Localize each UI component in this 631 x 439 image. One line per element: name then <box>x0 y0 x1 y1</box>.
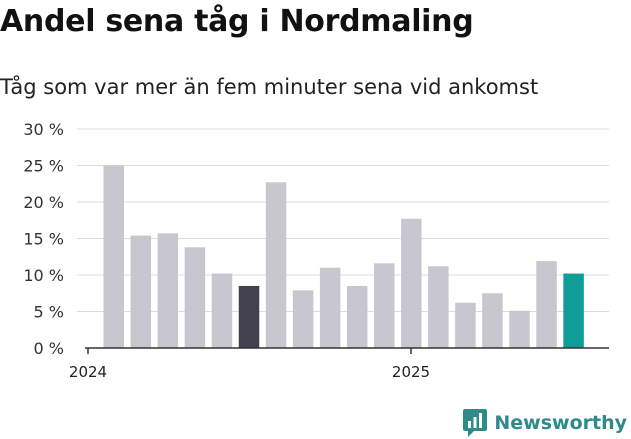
bar <box>482 293 503 348</box>
bar <box>509 310 530 348</box>
x-axis: 2024 2025 <box>69 347 609 381</box>
newsworthy-logo-icon <box>463 409 488 437</box>
bar <box>401 218 422 348</box>
gridlines <box>77 128 609 312</box>
bar <box>211 273 233 348</box>
y-tick-label: 30 % <box>23 120 64 139</box>
y-tick-label: 0 % <box>34 339 64 358</box>
bar <box>238 285 260 348</box>
y-tick-label: 5 % <box>34 303 64 322</box>
bar <box>292 290 314 348</box>
chart-subtitle: Tåg som var mer än fem minuter sena vid … <box>0 75 539 99</box>
bar <box>103 165 124 348</box>
x-tick-label: 2025 <box>392 363 430 381</box>
bar-chart: 0 % 5 % 10 % 15 % 20 % 25 % 30 % 2024 2025 <box>23 120 609 381</box>
bar <box>319 267 341 348</box>
bar <box>563 273 584 348</box>
y-axis-ticks: 0 % 5 % 10 % 15 % 20 % 25 % 30 % <box>23 120 64 358</box>
bar <box>265 182 287 348</box>
bar <box>157 233 179 348</box>
bar <box>455 302 476 348</box>
y-tick-label: 10 % <box>23 266 64 285</box>
bar <box>428 266 449 348</box>
bar <box>536 261 557 348</box>
brand-name: Newsworthy <box>494 412 627 434</box>
bar <box>130 235 152 348</box>
bar <box>374 263 395 348</box>
brand-logo: Newsworthy <box>462 408 627 438</box>
y-tick-label: 15 % <box>23 230 64 249</box>
y-tick-label: 25 % <box>23 157 64 176</box>
x-tick-label: 2024 <box>69 363 107 381</box>
bar <box>184 247 206 348</box>
chart-title: Andel sena tåg i Nordmaling <box>0 4 474 39</box>
bars <box>103 165 584 348</box>
bar <box>346 285 368 348</box>
y-tick-label: 20 % <box>23 193 64 212</box>
